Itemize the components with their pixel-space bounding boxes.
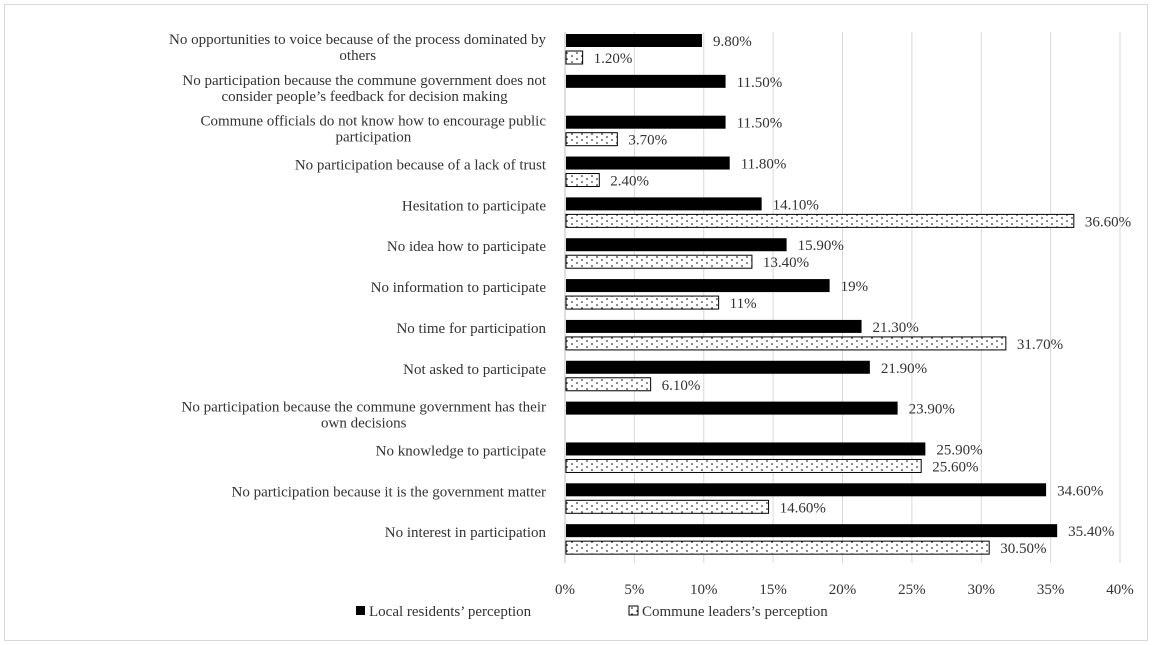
data-label: 30.50% [1000, 541, 1046, 557]
category-label: Hesitation to participate [402, 198, 546, 214]
x-tick-label: 35% [1037, 582, 1065, 598]
category-label: No idea how to participate [387, 239, 546, 255]
data-label: 21.90% [881, 361, 927, 377]
bar-local-residents [566, 524, 1058, 538]
x-tick-label: 10% [690, 582, 718, 598]
bar-commune-leaders [565, 377, 652, 392]
category-label: own decisions [321, 416, 407, 432]
x-tick-label: 20% [829, 582, 857, 598]
data-label: 23.90% [909, 402, 955, 418]
data-label: 6.10% [662, 378, 701, 394]
category-label: Not asked to participate [403, 362, 546, 378]
legend-label-local-residents: Local residents’ perception [369, 604, 532, 620]
legend-label-commune-leaders: Commune leaders’s perception [642, 604, 828, 620]
bar-commune-leaders [565, 50, 584, 65]
data-label: 9.80% [713, 34, 752, 50]
data-label: 11% [730, 296, 757, 312]
chart-frame [4, 4, 1148, 641]
bar-commune-leaders [565, 499, 770, 514]
data-label: 14.60% [780, 500, 826, 516]
category-label: No participation because the commune gov… [182, 73, 546, 89]
bar-commune-leaders [565, 213, 1075, 228]
bar-commune-leaders [565, 132, 618, 147]
data-label: 34.60% [1057, 483, 1103, 499]
data-label: 3.70% [628, 133, 667, 149]
bar-commune-leaders [565, 173, 600, 188]
data-label: 15.90% [798, 238, 844, 254]
data-label: 11.80% [741, 157, 787, 173]
category-label: others [339, 48, 376, 64]
legend-swatch-local-residents [356, 606, 365, 615]
bar-local-residents [566, 279, 830, 293]
bar-commune-leaders [565, 254, 753, 269]
data-label: 21.30% [873, 320, 919, 336]
category-label: Commune officials do not know how to enc… [201, 114, 547, 130]
category-label: No opportunities to voice because of the… [169, 32, 546, 48]
x-tick-label: 40% [1106, 582, 1134, 598]
data-label: 11.50% [737, 116, 783, 132]
data-label: 1.20% [594, 51, 633, 67]
x-tick-label: 0% [555, 582, 575, 598]
bar-local-residents [566, 483, 1047, 497]
category-label: No participation because it is the gover… [232, 484, 546, 500]
category-label: No knowledge to participate [376, 443, 547, 459]
data-label: 25.60% [932, 459, 978, 475]
data-label: 13.40% [763, 255, 809, 271]
data-label: 2.40% [610, 174, 649, 190]
x-tick-label: 5% [624, 582, 644, 598]
data-label: 36.60% [1085, 214, 1131, 230]
bar-local-residents [566, 360, 870, 374]
legend: Local residents’ perception Commune leade… [356, 604, 828, 620]
category-label: No participation because of a lack of tr… [295, 158, 547, 174]
x-tick-label: 25% [898, 582, 926, 598]
bar-local-residents [566, 401, 898, 415]
bars-group: 9.80% 1.20% 11.50% 11.50% 3.70% 11.80% 2.40% 14… [565, 34, 1131, 557]
legend-swatch-commune-leaders [628, 605, 639, 616]
data-label: 14.10% [773, 197, 819, 213]
bar-local-residents [566, 442, 926, 456]
bar-commune-leaders [565, 336, 1007, 351]
bar-local-residents [566, 74, 726, 88]
data-label: 35.40% [1068, 524, 1114, 540]
bar-commune-leaders [565, 540, 990, 555]
bar-local-residents [566, 238, 787, 252]
bar-local-residents [566, 319, 862, 333]
category-label: participation [336, 130, 412, 146]
data-label: 25.90% [936, 442, 982, 458]
bar-local-residents [566, 197, 762, 211]
x-tick-label: 15% [759, 582, 787, 598]
category-label: No participation because the commune gov… [182, 400, 546, 416]
bar-local-residents [566, 115, 726, 129]
category-label: No information to participate [371, 280, 547, 296]
bar-local-residents [566, 156, 730, 170]
category-label: No time for participation [396, 321, 546, 337]
data-label: 11.50% [737, 75, 783, 91]
grid-lines [564, 32, 1121, 563]
category-label: No interest in participation [385, 525, 547, 541]
x-tick-label: 30% [968, 582, 996, 598]
category-labels: No opportunities to voice because of the… [169, 32, 547, 541]
category-label: consider people’s feedback for decision … [222, 89, 509, 105]
x-tick-labels: 0% 5% 10% 15% 20% 25% 30% 35% 40% [555, 582, 1134, 598]
bar-commune-leaders [565, 458, 922, 473]
bar-commune-leaders [565, 295, 720, 310]
data-label: 19% [841, 279, 869, 295]
data-label: 31.70% [1017, 337, 1063, 353]
bar-local-residents [566, 34, 702, 47]
